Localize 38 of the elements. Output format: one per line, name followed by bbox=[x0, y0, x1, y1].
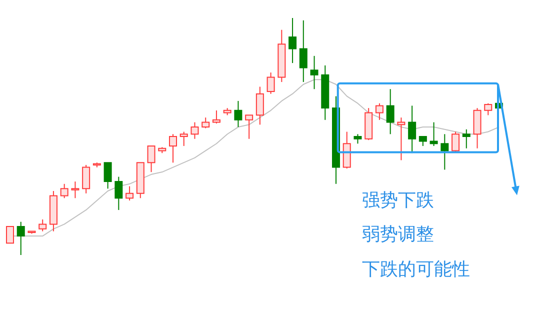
candlestick bbox=[484, 102, 492, 116]
candlestick bbox=[452, 131, 460, 152]
candlestick bbox=[212, 110, 220, 124]
candlestick bbox=[114, 176, 123, 210]
candlestick bbox=[408, 105, 416, 154]
candlestick bbox=[190, 122, 199, 140]
candlestick bbox=[418, 136, 427, 146]
candlestick bbox=[430, 122, 438, 146]
text: 下跌的可能性 bbox=[362, 259, 470, 281]
candlestick bbox=[375, 102, 384, 120]
candlestick bbox=[310, 55, 318, 90]
candlestick bbox=[169, 134, 177, 164]
candlestick bbox=[299, 20, 308, 82]
candlestick bbox=[16, 221, 25, 256]
candlestick bbox=[82, 164, 90, 194]
candlestick bbox=[386, 88, 394, 135]
candlestick bbox=[440, 134, 449, 170]
candlestick bbox=[342, 131, 351, 169]
candlestick bbox=[462, 128, 470, 149]
candlestick bbox=[234, 100, 242, 128]
candlestick bbox=[6, 226, 14, 244]
candlestick bbox=[288, 18, 297, 64]
candlestick bbox=[60, 183, 68, 199]
candlestick bbox=[354, 134, 362, 144]
candlestick bbox=[71, 181, 80, 199]
candlestick bbox=[256, 86, 264, 126]
candlestick bbox=[38, 218, 47, 232]
candlestick bbox=[266, 72, 275, 94]
candlestick bbox=[473, 108, 482, 149]
candlestick bbox=[147, 145, 156, 173]
candlestick bbox=[126, 186, 134, 201]
candlestick bbox=[180, 131, 188, 146]
candlestick bbox=[245, 114, 254, 140]
candlestick bbox=[397, 117, 406, 161]
annotation: 弱势调整 bbox=[362, 224, 434, 246]
candlestick bbox=[104, 162, 112, 190]
candlestick bbox=[202, 117, 210, 129]
annotation: 强势下跌 bbox=[362, 190, 434, 212]
